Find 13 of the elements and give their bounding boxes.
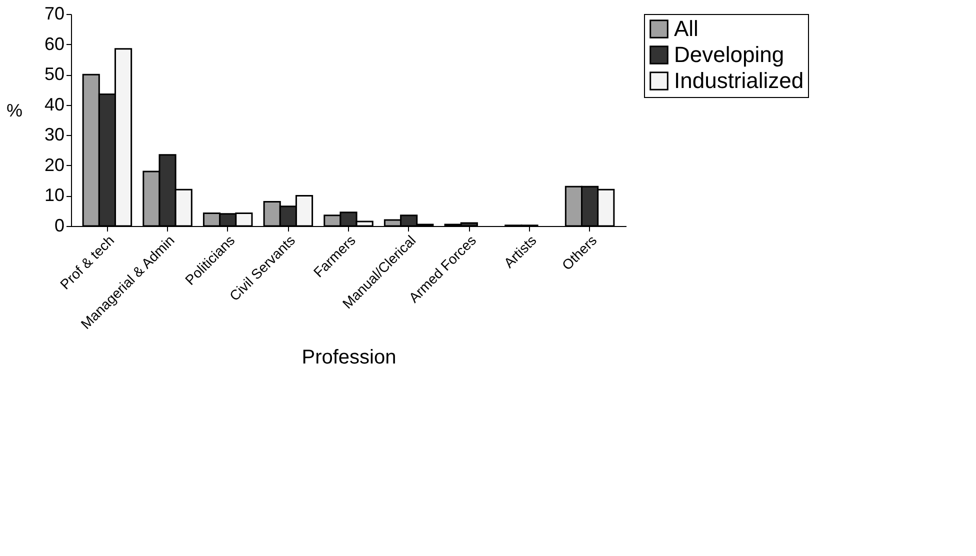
y-tick-label: 60 — [44, 34, 64, 54]
x-axis-title: Profession — [302, 346, 396, 369]
y-tick-label: 70 — [44, 4, 64, 24]
y-tick-label: 20 — [44, 154, 64, 175]
legend-label: All — [674, 16, 698, 41]
y-tick-label: 40 — [44, 94, 64, 114]
legend-label: Developing — [674, 42, 784, 67]
y-tick-label: 30 — [44, 124, 64, 145]
y-tick-label: 0 — [54, 216, 64, 236]
y-tick-label: 10 — [44, 185, 64, 206]
y-tick-label: 50 — [44, 64, 64, 84]
y-axis-title: % — [6, 100, 22, 120]
legend-label: Industrialized — [674, 68, 804, 93]
